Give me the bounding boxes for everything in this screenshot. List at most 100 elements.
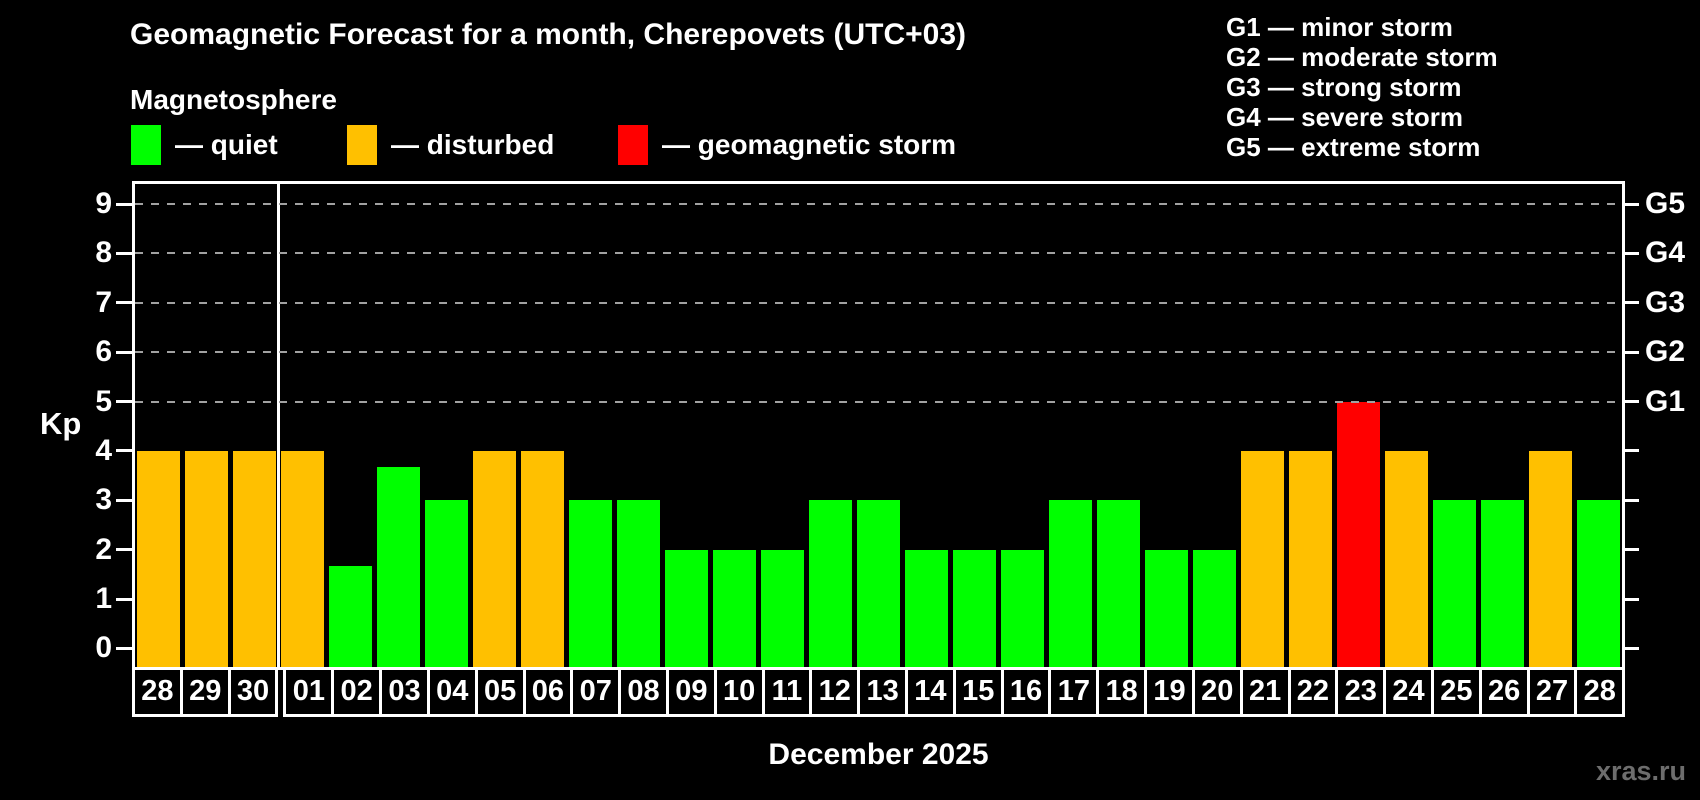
y-tick-label-4: 4 — [95, 433, 112, 467]
storm-scale-line-1: G1 — minor storm — [1226, 12, 1453, 42]
day-label-10: 10 — [713, 670, 765, 717]
left-tick-kp-1 — [116, 597, 132, 601]
disturbed-color-swatch — [347, 125, 377, 165]
kp-bar-day-24 — [1385, 450, 1428, 667]
day-label-30: 30 — [227, 670, 279, 717]
month-label: December 2025 — [768, 738, 989, 771]
left-tick-kp-6 — [116, 350, 132, 354]
left-tick-kp-3 — [116, 498, 132, 502]
x-axis-labels: 28 29 30 01 02 03 04 05 06 07 08 09 10 11 12 13 14 15 16 17… — [132, 670, 1626, 717]
kp-bar-day-30 — [233, 450, 276, 667]
day-label-08: 08 — [618, 670, 669, 717]
watermark: xras.ru — [1595, 756, 1686, 786]
day-label-02: 02 — [331, 670, 383, 717]
magnetosphere-label: Magnetosphere — [130, 84, 337, 115]
left-tick-kp-5 — [116, 400, 132, 404]
legend-item-disturbed: — disturbed — [347, 124, 554, 166]
day-label-11: 11 — [761, 670, 813, 717]
day-label-04: 04 — [426, 670, 478, 717]
kp-bar-day-21 — [1241, 450, 1284, 667]
quiet-color-swatch — [131, 125, 161, 165]
kp-bar-day-15 — [953, 549, 996, 667]
kp-bar-day-04 — [425, 500, 468, 667]
left-tick-kp-7 — [116, 301, 132, 305]
day-label-12: 12 — [809, 670, 861, 717]
kp-bar-day-06 — [521, 450, 564, 667]
day-label-17: 17 — [1048, 670, 1100, 717]
kp-bar-day-14 — [905, 549, 948, 667]
day-label-01: 01 — [283, 670, 335, 717]
day-label-16: 16 — [1000, 670, 1052, 717]
kp-bar-day-23 — [1337, 401, 1380, 667]
day-label-25: 25 — [1430, 670, 1482, 717]
left-tick-kp-0 — [116, 646, 132, 650]
storm-scale-line-3: G3 — strong storm — [1226, 72, 1462, 102]
y-tick-label-9: 9 — [95, 187, 112, 220]
chart-title: Geomagnetic Forecast for a month, Cherep… — [130, 18, 967, 51]
kp-bar-day-17 — [1049, 500, 1092, 667]
day-label-18: 18 — [1096, 670, 1148, 717]
kp-bar-day-12 — [809, 500, 852, 667]
legend-item-quiet: — quiet — [131, 124, 278, 166]
gridline-kp-7 — [135, 301, 1622, 304]
day-label-14: 14 — [905, 670, 956, 717]
gridline-kp-9 — [135, 203, 1622, 205]
storm-scale-line-5: G5 — extreme storm — [1226, 132, 1481, 162]
kp-bar-day-29 — [185, 450, 228, 667]
kp-bar-day-20 — [1193, 549, 1236, 667]
day-label-21: 21 — [1239, 670, 1291, 717]
storm-scale-line-2: G2 — moderate storm — [1226, 42, 1498, 72]
y-tick-label-6: 6 — [95, 335, 112, 369]
kp-bar-day-02 — [329, 566, 372, 667]
bars-container — [135, 184, 1622, 667]
kp-bar-day-10 — [713, 549, 756, 667]
right-tick-kp-7 — [1625, 301, 1639, 305]
y-tick-label-1: 1 — [95, 582, 112, 616]
day-label-05: 05 — [474, 670, 526, 717]
kp-bar-day-16 — [1001, 549, 1044, 667]
day-label-06: 06 — [522, 670, 574, 717]
y-tick-label-7: 7 — [95, 285, 112, 319]
g-level-label-G5: G5 — [1645, 187, 1686, 220]
kp-bar-day-26 — [1481, 500, 1524, 667]
gridline-kp-8 — [135, 252, 1622, 255]
left-tick-kp-2 — [116, 548, 132, 552]
right-tick-kp-3 — [1625, 498, 1639, 502]
right-tick-kp-4 — [1625, 449, 1639, 453]
month-separator-line — [277, 184, 280, 667]
day-label-19: 19 — [1144, 670, 1195, 717]
kp-bar-day-01 — [281, 450, 324, 667]
gridline-kp-6 — [135, 351, 1622, 354]
kp-bar-day-08 — [617, 500, 660, 667]
day-label-23: 23 — [1335, 670, 1387, 717]
y-tick-label-3: 3 — [95, 483, 112, 517]
g-level-label-G1: G1 — [1645, 384, 1686, 418]
kp-bar-day-03 — [377, 467, 420, 667]
right-tick-kp-1 — [1625, 597, 1639, 601]
storm-scale-line-4: G4 — severe storm — [1226, 102, 1464, 132]
kp-bar-day-07 — [569, 500, 612, 667]
y-tick-label-8: 8 — [95, 236, 112, 270]
legend-label-quiet: — quiet — [175, 129, 278, 160]
kp-bar-day-28 — [1577, 500, 1620, 667]
right-tick-kp-5 — [1625, 400, 1639, 404]
y-tick-label-5: 5 — [95, 384, 112, 418]
day-label-28: 28 — [1574, 670, 1626, 717]
left-tick-kp-4 — [116, 449, 132, 453]
kp-bar-day-25 — [1433, 500, 1476, 667]
day-label-13: 13 — [857, 670, 908, 717]
day-label-07: 07 — [570, 670, 622, 717]
g-level-label-G3: G3 — [1645, 285, 1686, 319]
day-label-26: 26 — [1478, 670, 1530, 717]
kp-bar-day-05 — [473, 450, 516, 667]
day-label-28: 28 — [132, 670, 183, 717]
day-label-29: 29 — [179, 670, 231, 717]
plot-area — [132, 181, 1625, 670]
storm-color-swatch — [618, 125, 648, 165]
status-legend: — quiet — disturbed — geomagnetic storm — [131, 124, 1111, 166]
right-tick-kp-8 — [1625, 251, 1639, 255]
day-label-09: 09 — [665, 670, 717, 717]
left-tick-kp-9 — [116, 202, 132, 206]
right-tick-kp-2 — [1625, 548, 1639, 552]
